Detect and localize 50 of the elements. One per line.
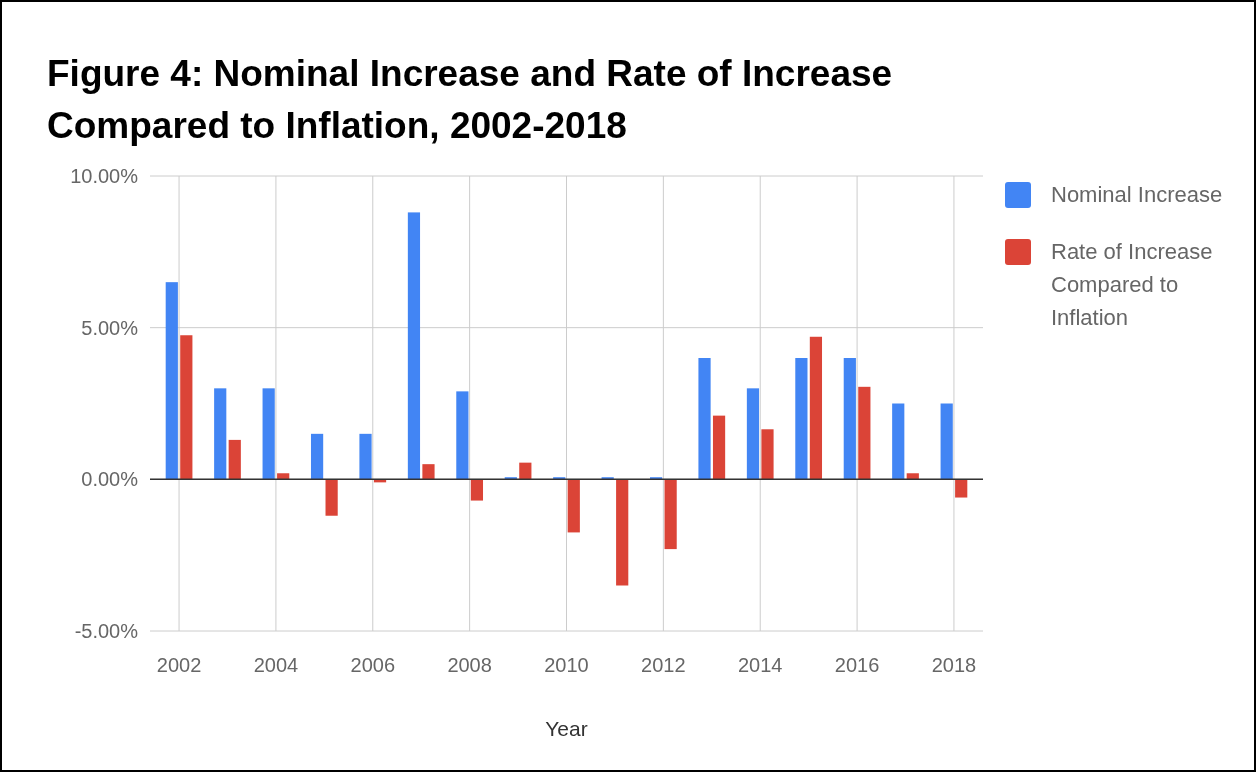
- bar: [180, 335, 193, 480]
- bar: [422, 464, 435, 480]
- bar: [228, 439, 241, 480]
- bar: [310, 433, 324, 480]
- bar: [277, 473, 290, 480]
- bar: [649, 477, 663, 480]
- bar: [504, 477, 517, 480]
- bar: [262, 388, 275, 480]
- chart-title: Figure 4: Nominal Increase and Rate of Increase Compared to Inflation, 2002-2018: [47, 53, 893, 146]
- x-tick-label: 2018: [931, 654, 977, 676]
- bar: [809, 336, 823, 480]
- bar: [214, 388, 227, 480]
- bar: [165, 282, 178, 480]
- bar: [746, 388, 760, 480]
- bar: [892, 403, 905, 480]
- x-tick-label: 2002: [156, 654, 202, 676]
- bar: [553, 477, 566, 480]
- bar: [616, 479, 629, 586]
- bar: [664, 479, 677, 550]
- x-axis-title: Year: [545, 717, 588, 740]
- bar: [407, 212, 421, 480]
- bar: [761, 429, 774, 480]
- bar: [601, 477, 614, 480]
- bar: [470, 479, 484, 501]
- bar: [325, 479, 338, 516]
- bar: [906, 473, 919, 480]
- bar: [456, 391, 469, 480]
- x-tick-label: 2016: [834, 654, 880, 676]
- x-tick-label: 2006: [350, 654, 396, 676]
- y-tick-label: -5.00%: [74, 620, 139, 642]
- bar: [698, 358, 711, 480]
- bar: [858, 386, 871, 480]
- x-tick-label: 2008: [447, 654, 492, 676]
- legend-label: Nominal Increase: [1051, 181, 1223, 207]
- bar: [843, 358, 856, 480]
- bar: [955, 479, 968, 498]
- bar: [940, 403, 953, 480]
- x-tick-label: 2010: [544, 654, 589, 676]
- bar: [519, 462, 532, 480]
- y-tick-label: 5.00%: [81, 316, 139, 339]
- bar: [359, 433, 372, 480]
- x-tick-label: 2004: [253, 654, 299, 676]
- bar: [567, 479, 580, 533]
- y-tick-label: 10.00%: [70, 165, 139, 187]
- bar: [712, 415, 726, 480]
- y-tick-label: 0.00%: [81, 468, 139, 491]
- x-tick-label: 2012: [641, 654, 686, 676]
- x-tick-label: 2014: [737, 654, 783, 676]
- legend-label: Rate of Increase Compared to Inflation: [1051, 238, 1213, 330]
- bar: [795, 358, 808, 480]
